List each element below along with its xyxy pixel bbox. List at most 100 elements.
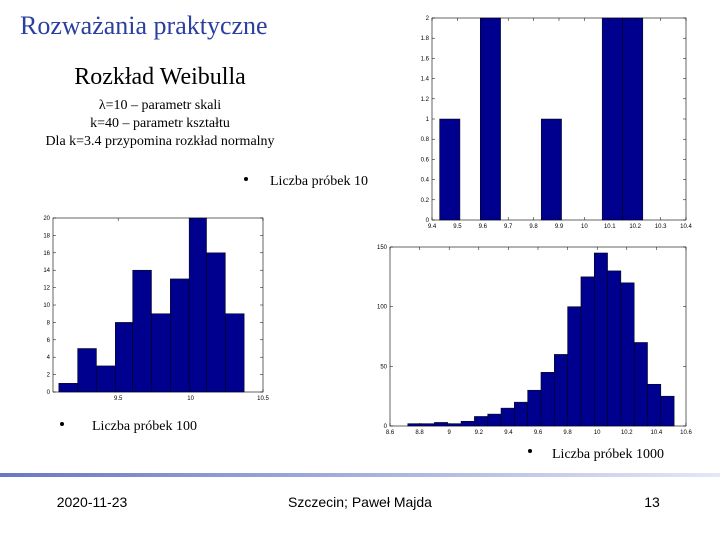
- y-tick-label: 12: [43, 286, 50, 292]
- y-tick-label: 0: [426, 218, 430, 224]
- histogram-bar: [77, 348, 97, 393]
- histogram-bar: [500, 407, 515, 427]
- y-tick-label: 10: [43, 303, 50, 309]
- histogram-bar: [132, 269, 152, 393]
- bullet-dot: [244, 177, 248, 181]
- x-tick-label: 10.2: [629, 224, 641, 230]
- y-tick-label: 0.8: [421, 137, 430, 143]
- y-tick-label: 6: [47, 338, 51, 344]
- y-tick-label: 0.4: [421, 178, 430, 184]
- x-tick-label: 9.7: [504, 224, 513, 230]
- x-tick-label: 9.4: [428, 224, 437, 230]
- histogram-bar: [554, 354, 568, 427]
- y-tick-label: 1.4: [421, 77, 430, 83]
- histogram-bar: [633, 342, 648, 427]
- x-tick-label: 9.8: [529, 224, 538, 230]
- slide-title: Rozważania praktyczne: [20, 11, 268, 40]
- x-tick-label: 8.8: [415, 430, 424, 436]
- x-tick-label: 9.6: [534, 430, 543, 436]
- histogram-bar: [514, 401, 528, 427]
- histogram-bar: [434, 422, 448, 427]
- bullet-dot: [60, 422, 64, 426]
- x-tick-label: 9.6: [479, 224, 488, 230]
- x-tick-label: 9.8: [563, 430, 572, 436]
- y-tick-label: 2: [47, 373, 51, 379]
- histogram-bar: [601, 17, 623, 221]
- histogram-bar: [170, 278, 190, 393]
- histogram-bar: [439, 118, 461, 221]
- footer-rule: [0, 473, 720, 477]
- footer-center: Szczecin; Paweł Majda: [288, 494, 432, 510]
- histogram-bar: [407, 423, 422, 427]
- x-tick-label: 9.5: [114, 396, 123, 402]
- histogram-bar: [487, 413, 502, 427]
- y-tick-label: 50: [380, 364, 387, 370]
- x-tick-label: 10.1: [604, 224, 616, 230]
- y-tick-label: 0.2: [421, 198, 430, 204]
- x-tick-label: 10.6: [680, 430, 692, 436]
- histogram-bar: [58, 383, 78, 393]
- y-tick-label: 0: [384, 424, 388, 430]
- y-tick-label: 0: [47, 390, 51, 396]
- bullet-dot: [528, 449, 532, 453]
- x-tick-label: 9.4: [504, 430, 513, 436]
- x-tick-label: 10: [187, 396, 194, 402]
- histogram-bar: [540, 372, 555, 427]
- y-tick-label: 1.2: [421, 97, 430, 103]
- y-tick-label: 20: [43, 216, 50, 222]
- y-tick-label: 1.6: [421, 56, 430, 62]
- histogram-bar: [567, 306, 582, 427]
- histogram-bar: [188, 217, 207, 393]
- histogram-bar: [647, 383, 662, 427]
- histogram-bar: [480, 17, 501, 221]
- histogram-bar: [660, 395, 675, 427]
- histogram-bar: [151, 313, 171, 393]
- x-tick-label: 10: [581, 224, 588, 230]
- x-tick-label: 10.4: [680, 224, 692, 230]
- bullet-text: Liczba próbek 100: [92, 419, 197, 434]
- x-tick-label: 10.5: [257, 396, 269, 402]
- histogram-bar: [447, 423, 462, 427]
- y-tick-label: 1: [426, 117, 430, 123]
- histogram-bar: [620, 282, 635, 427]
- text-line: k=40 – parametr kształtu: [90, 116, 230, 131]
- histogram-bar: [460, 420, 475, 427]
- x-tick-label: 8.6: [386, 430, 395, 436]
- bullet-text: Liczba próbek 10: [270, 174, 368, 189]
- y-tick-label: 4: [47, 355, 51, 361]
- x-tick-label: 9.2: [475, 430, 484, 436]
- histogram-bar: [540, 118, 562, 221]
- text-line: Dla k=3.4 przypomina rozkład normalny: [45, 134, 274, 149]
- x-tick-label: 10.2: [621, 430, 633, 436]
- histogram-bar: [527, 389, 542, 427]
- histogram-bar: [474, 416, 488, 427]
- histogram-bar: [622, 17, 644, 221]
- y-tick-label: 14: [43, 268, 50, 274]
- histogram-bar: [225, 313, 245, 393]
- histogram-bar: [593, 252, 608, 427]
- x-tick-label: 10: [594, 430, 601, 436]
- footer-date: 2020-11-23: [57, 494, 128, 510]
- y-tick-label: 150: [377, 245, 388, 251]
- x-tick-label: 9: [448, 430, 452, 436]
- x-tick-label: 10.3: [655, 224, 667, 230]
- y-tick-label: 16: [43, 251, 50, 257]
- y-tick-label: 100: [377, 305, 388, 311]
- histogram-bar: [115, 322, 133, 393]
- histogram-bar: [420, 423, 435, 427]
- bullet-text: Liczba próbek 1000: [552, 447, 664, 462]
- footer-page: 13: [644, 494, 660, 510]
- text-line: λ=10 – parametr skali: [99, 98, 221, 113]
- x-tick-label: 9.9: [555, 224, 564, 230]
- y-tick-label: 8: [47, 320, 51, 326]
- heading: Rozkład Weibulla: [74, 64, 246, 90]
- x-tick-label: 9.5: [453, 224, 462, 230]
- y-tick-label: 2: [426, 16, 430, 22]
- histogram-bar: [607, 270, 622, 427]
- y-tick-label: 1.8: [421, 36, 430, 42]
- y-tick-label: 0.6: [421, 157, 430, 163]
- x-tick-label: 10.4: [651, 430, 663, 436]
- y-tick-label: 18: [43, 233, 50, 239]
